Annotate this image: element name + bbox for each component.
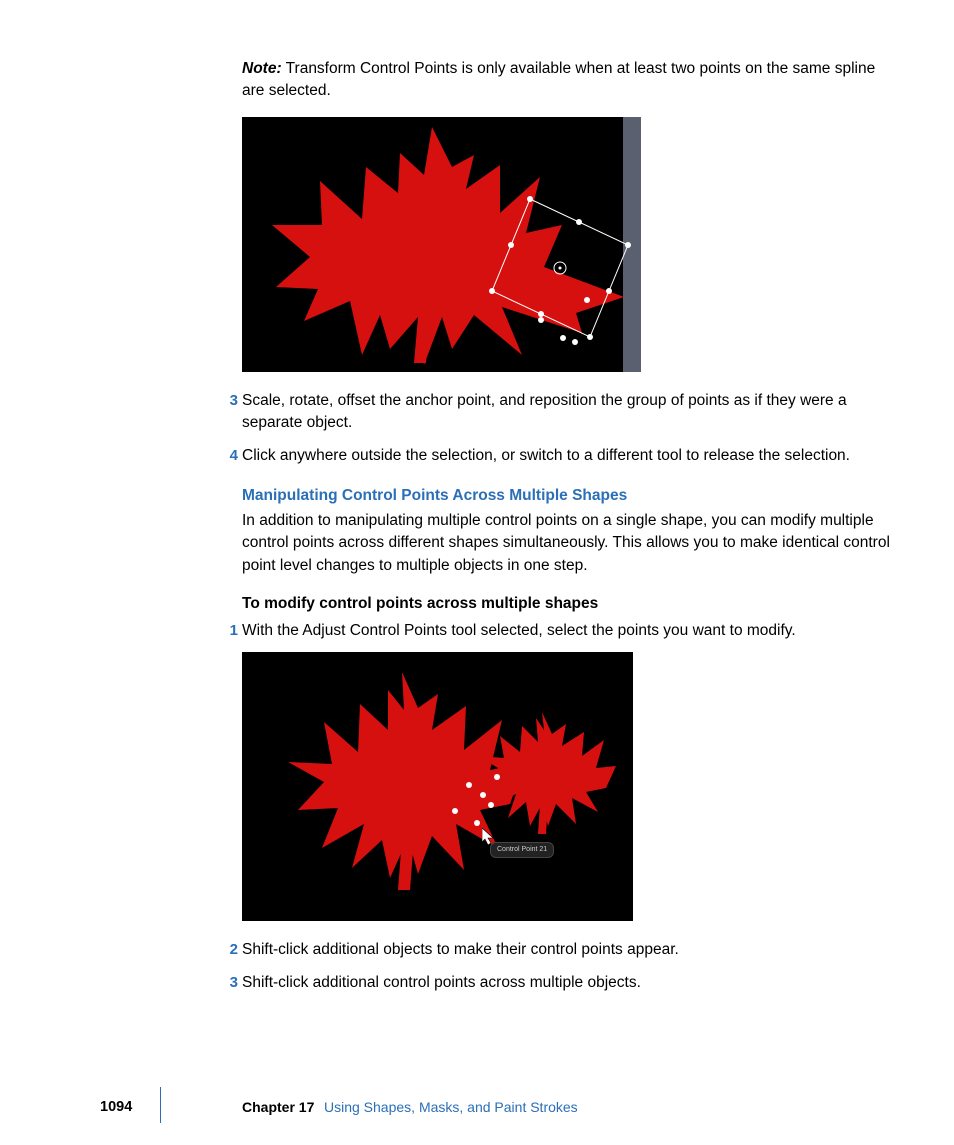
control-point-tooltip: Control Point 21	[490, 842, 554, 858]
page-number: 1094	[100, 1097, 132, 1118]
note-paragraph: Note: Transform Control Points is only a…	[242, 58, 896, 103]
step-text: Shift-click additional control points ac…	[242, 974, 641, 991]
step-number: 3	[220, 972, 238, 994]
note-text: Transform Control Points is only availab…	[242, 60, 875, 99]
step-row: 2 Shift-click additional objects to make…	[242, 939, 896, 961]
footer-divider	[160, 1087, 161, 1123]
chapter-title: Using Shapes, Masks, and Paint Strokes	[324, 1097, 578, 1117]
step-row: 1 With the Adjust Control Points tool se…	[242, 620, 896, 642]
figure-multiple-shapes: Control Point 21	[242, 652, 896, 921]
procedure-heading: To modify control points across multiple…	[242, 593, 896, 615]
step-text: With the Adjust Control Points tool sele…	[242, 622, 796, 639]
step-number: 4	[220, 445, 238, 467]
step-text: Shift-click additional objects to make t…	[242, 941, 679, 958]
chapter-label: Chapter 17	[242, 1097, 314, 1117]
step-text: Click anywhere outside the selection, or…	[242, 447, 850, 464]
step-text: Scale, rotate, offset the anchor point, …	[242, 392, 847, 431]
section-paragraph: In addition to manipulating multiple con…	[242, 510, 896, 577]
step-number: 1	[220, 620, 238, 642]
figure-transform-control-points	[242, 117, 896, 372]
step-row: 4 Click anywhere outside the selection, …	[242, 445, 896, 467]
note-label: Note:	[242, 60, 282, 77]
step-row: 3 Scale, rotate, offset the anchor point…	[242, 390, 896, 435]
section-heading: Manipulating Control Points Across Multi…	[242, 485, 896, 507]
step-row: 3 Shift-click additional control points …	[242, 972, 896, 994]
leaf-stem	[414, 317, 430, 363]
step-number: 2	[220, 939, 238, 961]
step-number: 3	[220, 390, 238, 412]
